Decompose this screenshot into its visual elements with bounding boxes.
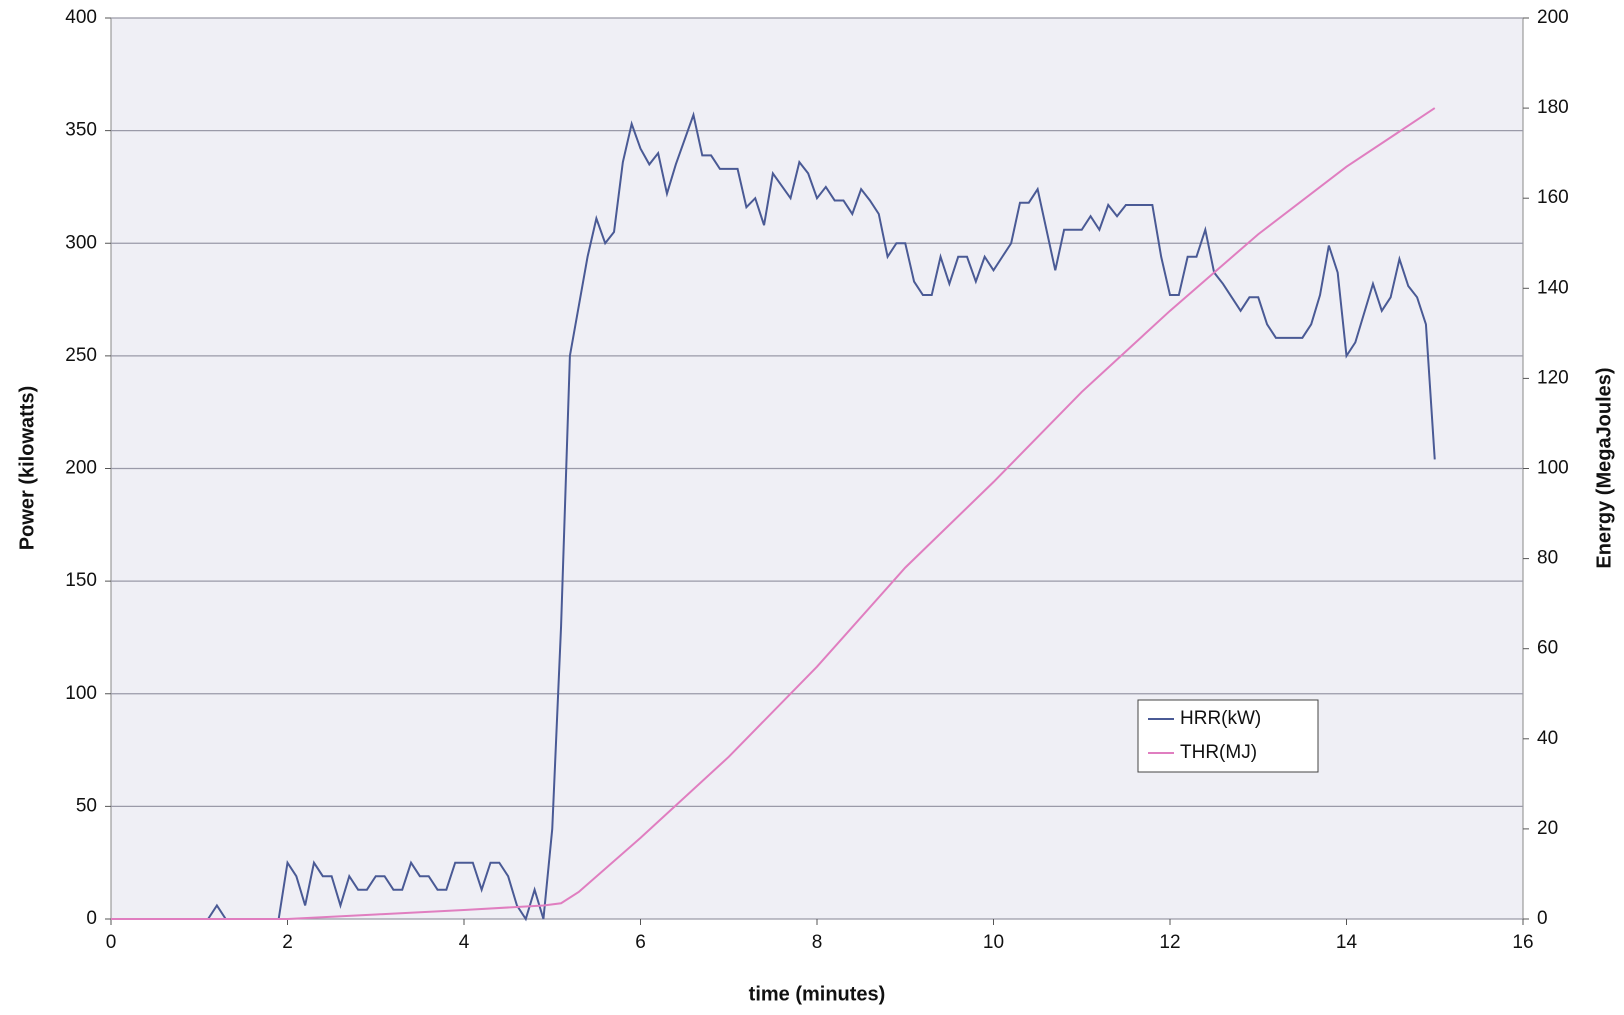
y-tick-label: 300 — [65, 232, 97, 253]
y2-tick-label: 60 — [1537, 638, 1558, 659]
x-axis-title: time (minutes) — [749, 983, 886, 1005]
y2-axis-title: Energy (MegaJoules) — [1593, 367, 1615, 568]
y2-tick-label: 80 — [1537, 548, 1558, 569]
legend-box — [1137, 699, 1319, 773]
x-tick-label: 4 — [459, 932, 470, 953]
y2-tick-label: 180 — [1537, 97, 1569, 118]
data-line — [111, 111, 1436, 922]
x-tick-label: 8 — [812, 932, 823, 953]
y2-tick-label: 160 — [1537, 187, 1569, 208]
y2-tick-label: 40 — [1537, 728, 1558, 749]
legend-label: HRR(kW) — [1180, 708, 1261, 729]
y-tick-label: 100 — [65, 683, 97, 704]
y2-tick-label: 140 — [1537, 277, 1569, 298]
y2-tick-label: 200 — [1537, 7, 1569, 28]
x-tick-label: 14 — [1336, 932, 1358, 953]
x-tick-label: 10 — [983, 932, 1004, 953]
data-line — [111, 107, 1436, 920]
x-tick-label: 6 — [635, 932, 646, 953]
y-tick-label: 400 — [65, 7, 97, 28]
y2-tick-label: 120 — [1537, 367, 1569, 388]
y-tick-label: 50 — [76, 795, 97, 816]
y2-tick-label: 20 — [1537, 818, 1558, 839]
y-axis-title: Power (kilowatts) — [16, 386, 38, 550]
y2-tick-label: 0 — [1537, 908, 1548, 929]
y-tick-label: 150 — [65, 570, 97, 591]
x-tick-label: 2 — [282, 932, 293, 953]
y2-tick-label: 100 — [1537, 458, 1569, 479]
y-tick-label: 250 — [65, 345, 97, 366]
x-tick-label: 0 — [106, 932, 117, 953]
x-tick-label: 12 — [1159, 932, 1180, 953]
y-tick-label: 200 — [65, 458, 97, 479]
y-tick-label: 350 — [65, 120, 97, 141]
legend-label: THR(MJ) — [1180, 742, 1257, 763]
y-tick-label: 0 — [86, 908, 97, 929]
x-tick-label: 16 — [1512, 932, 1533, 953]
